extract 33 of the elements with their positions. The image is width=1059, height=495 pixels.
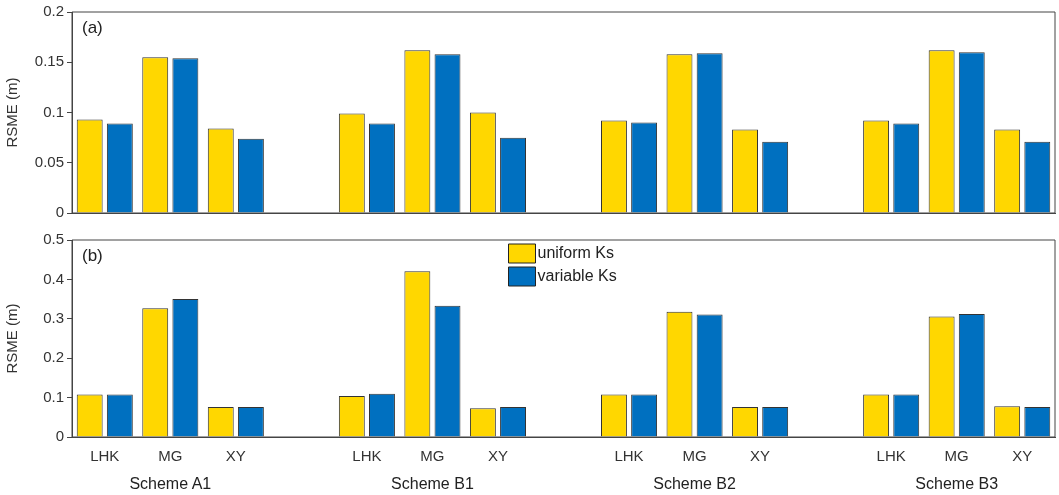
x-tick-label: LHK — [614, 447, 644, 465]
y-tick-label: 0 — [55, 203, 64, 221]
legend-label: variable Ks — [537, 267, 617, 285]
y-axis-title: RSME (m) — [3, 77, 21, 148]
y-tick-label: 0 — [55, 427, 64, 445]
y-tick-label: 0.2 — [43, 348, 64, 366]
chart-title: (b) — [82, 246, 103, 266]
x-tick-label: LHK — [90, 447, 120, 465]
y-tick-label: 0.3 — [43, 308, 64, 326]
y-axis-title: RSME (m) — [3, 303, 21, 374]
y-tick-label: 0.4 — [43, 269, 64, 287]
y-tick-label: 0.5 — [43, 230, 64, 248]
x-tick-label: MG — [682, 447, 707, 465]
x-tick-label: LHK — [352, 447, 382, 465]
x-tick-label: XY — [225, 447, 246, 465]
text: Scheme B2 — [653, 475, 737, 493]
chart-title: (a) — [82, 18, 103, 38]
x-tick-label: LHK — [876, 447, 906, 465]
y-tick-label: 0.05 — [34, 152, 64, 170]
text: Scheme B1 — [391, 475, 474, 493]
y-tick-label: 0.1 — [43, 387, 64, 405]
x-tick-label: XY — [487, 447, 508, 465]
x-tick-label: MG — [158, 447, 183, 465]
x-tick-label: XY — [750, 447, 771, 465]
text: Scheme B3 — [915, 475, 999, 493]
y-tick-label: 0.15 — [34, 52, 64, 70]
x-tick-label: XY — [1012, 447, 1033, 465]
x-tick-label: MG — [944, 447, 969, 465]
legend-label: uniform Ks — [537, 244, 614, 262]
y-tick-label: 0.1 — [43, 102, 64, 120]
y-tick-label: 0.2 — [43, 2, 64, 20]
x-tick-label: MG — [420, 447, 445, 465]
text: Scheme A1 — [129, 475, 212, 493]
